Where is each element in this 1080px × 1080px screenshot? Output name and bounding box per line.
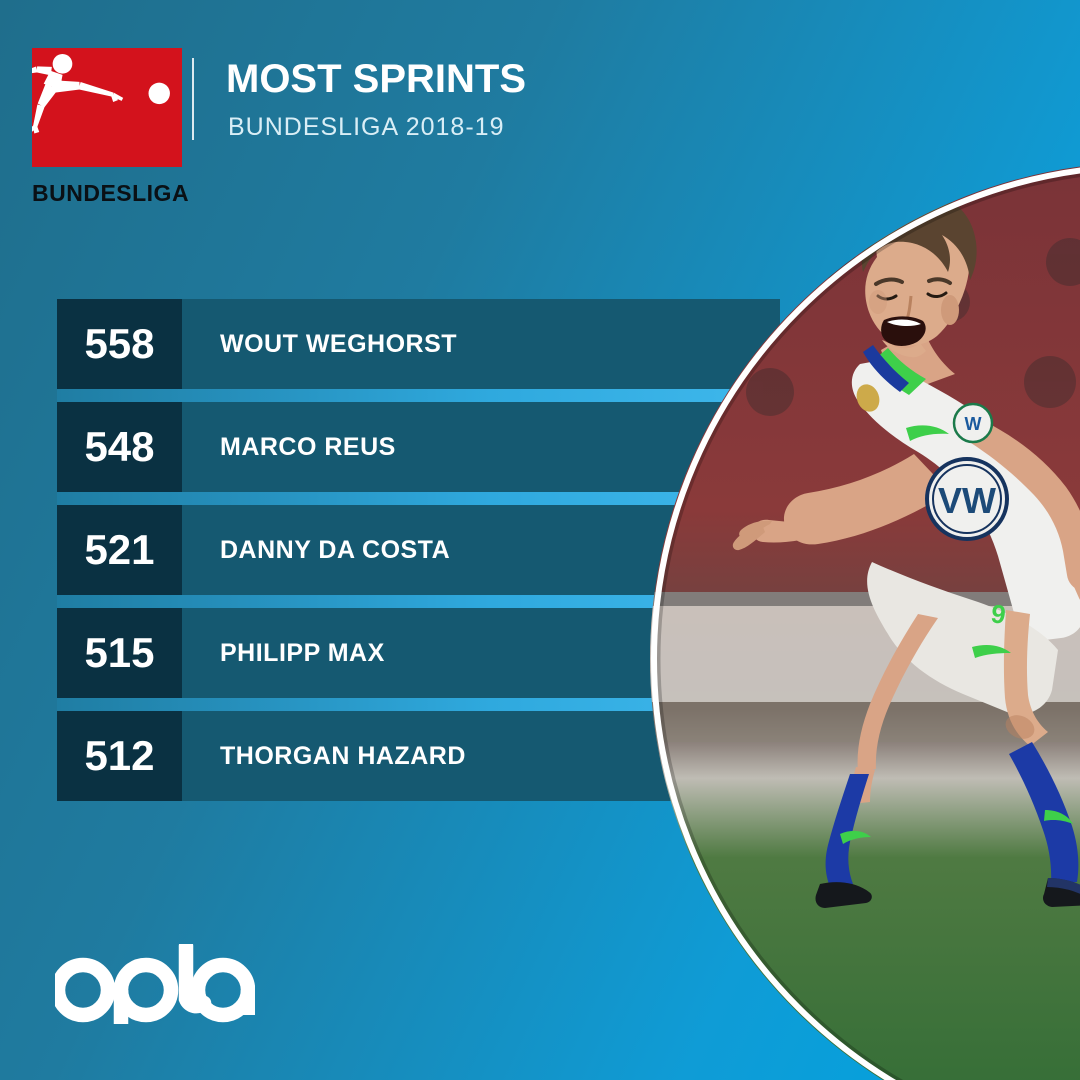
svg-text:W: W	[965, 414, 982, 434]
svg-text:VW: VW	[938, 480, 996, 521]
